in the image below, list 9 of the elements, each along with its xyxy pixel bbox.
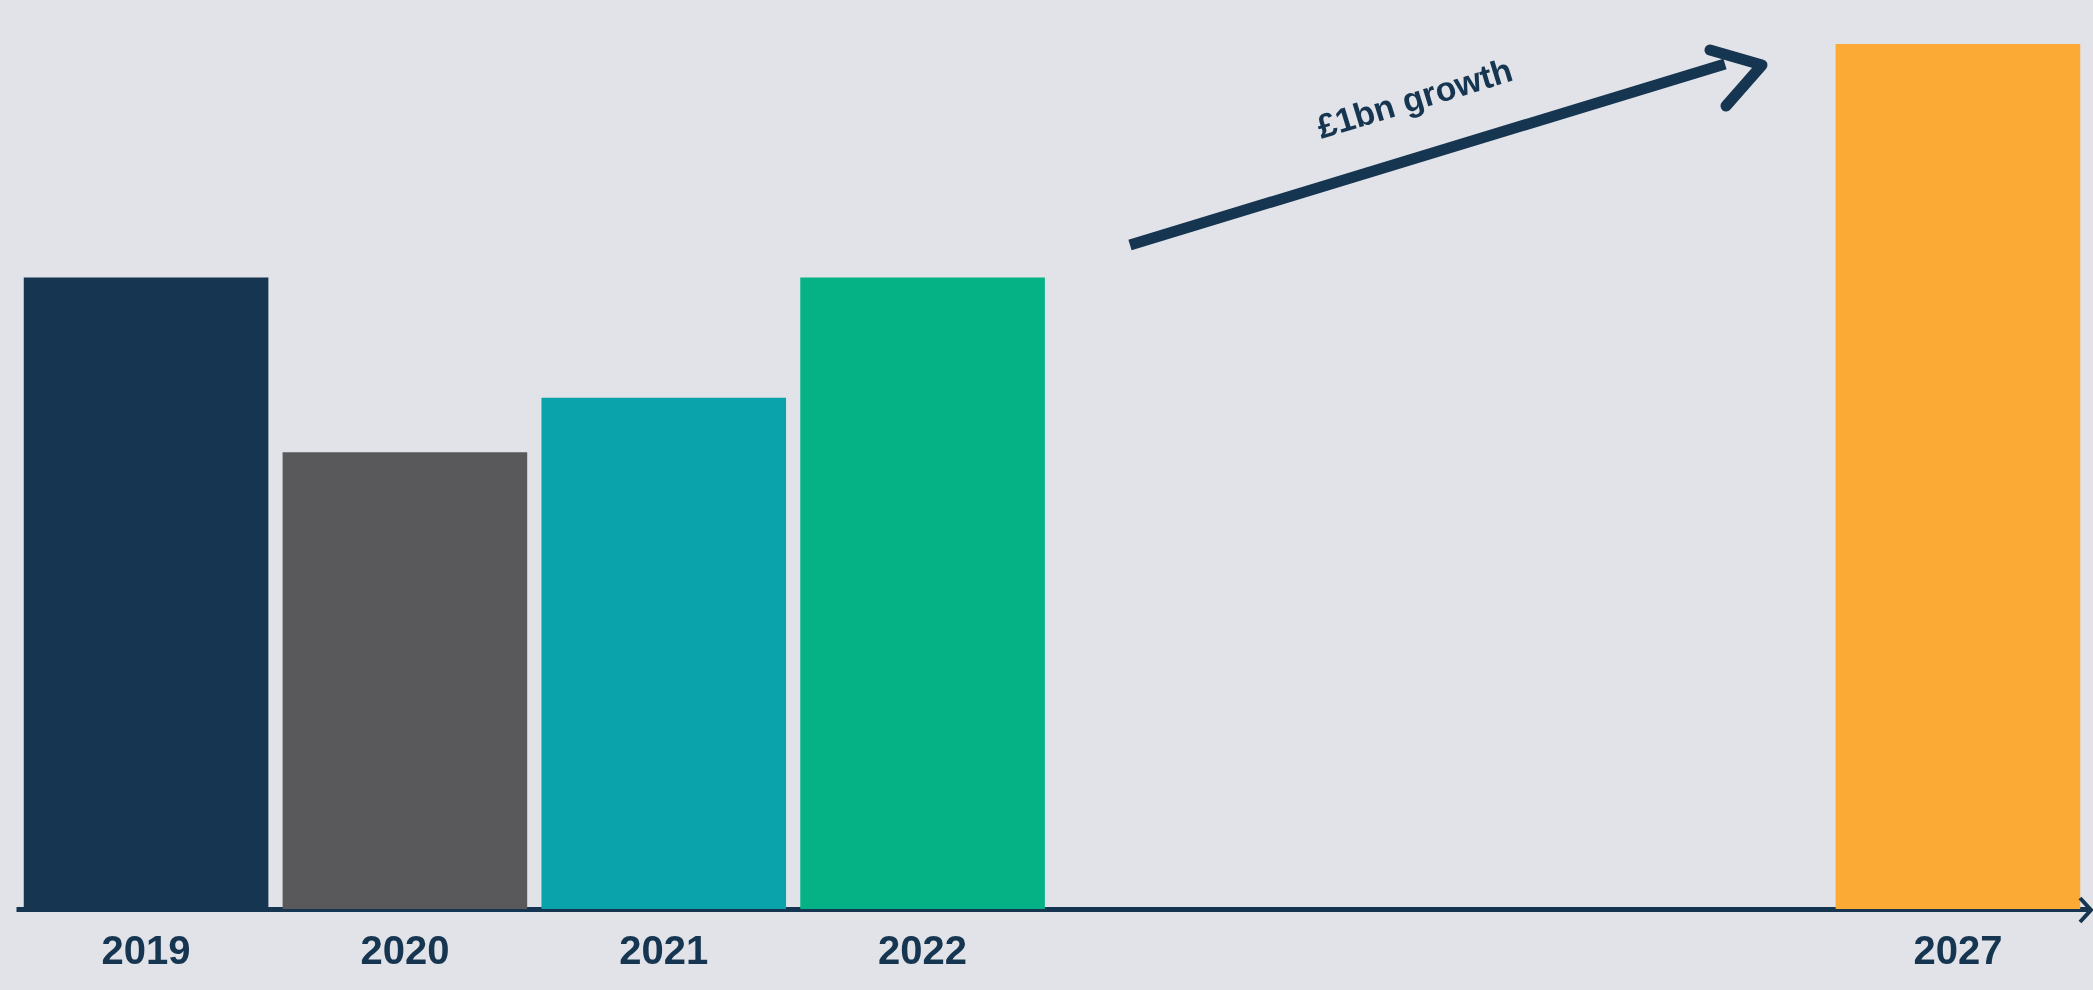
- x-tick-label: 2021: [619, 927, 709, 972]
- x-tick-label: 2020: [360, 927, 450, 972]
- bar: [541, 397, 787, 909]
- x-tick-label: 2019: [101, 927, 191, 972]
- bar: [800, 277, 1045, 909]
- x-tick-label: 2027: [1913, 927, 2003, 972]
- bar: [1835, 44, 2081, 909]
- x-tick-label: 2022: [878, 927, 968, 972]
- bar: [282, 452, 528, 909]
